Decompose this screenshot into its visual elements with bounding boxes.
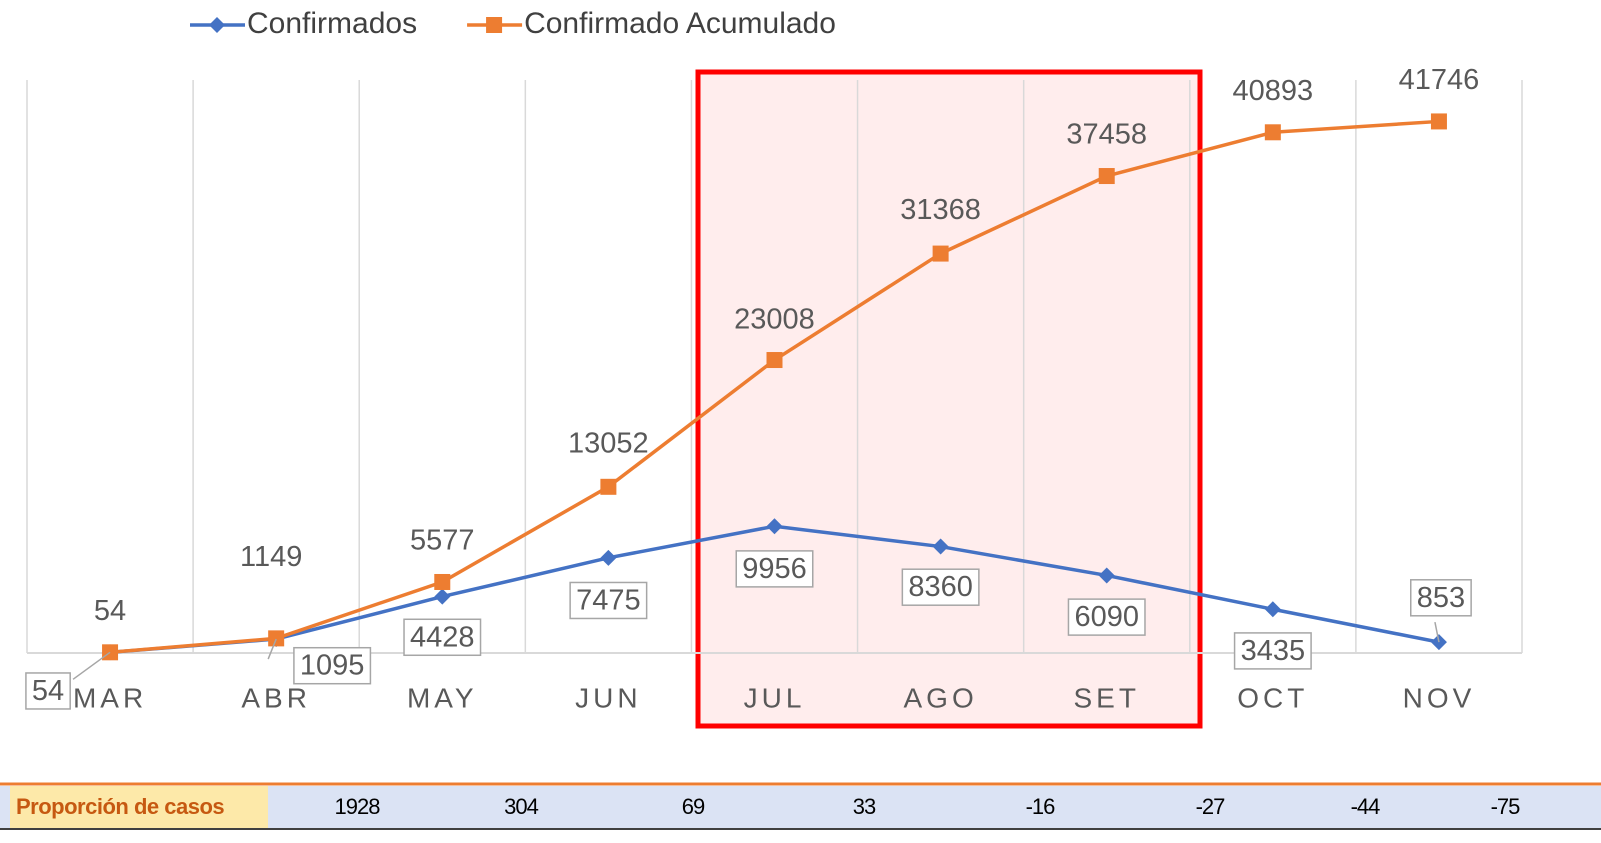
x-tick-label: SET [1073,682,1139,713]
marker [932,538,949,555]
data-label: 37458 [1066,119,1147,151]
x-tick-label: JUN [575,682,641,713]
data-label-box [293,646,372,685]
x-tick-label: ABR [241,682,311,713]
data-label: 9956 [742,553,807,585]
data-label: 41746 [1399,64,1480,96]
data-label: 54 [32,675,64,707]
data-label: 3435 [1241,635,1306,667]
legend-label: Confirmado Acumulado [524,7,836,40]
data-label-box [1233,632,1312,670]
data-label: 23008 [734,304,815,336]
data-label: 7475 [576,584,641,616]
data-label: 1095 [300,650,365,682]
marker [434,573,451,590]
marker [1430,113,1447,130]
data-label: 4428 [410,621,475,653]
data-label: 1149 [240,541,302,573]
data-label-box [569,581,648,620]
leader-line [267,638,277,660]
x-tick-label: NOV [1403,682,1476,713]
marker [766,518,783,535]
marker [1098,168,1115,185]
legend-label: Confirmados [247,7,417,40]
data-label-box [901,568,980,606]
legend-marker [486,17,503,33]
marker [434,588,451,605]
table-cell: 33 [853,794,876,819]
x-tick-label: JUL [744,682,806,713]
data-label: 6090 [1074,601,1139,633]
data-label-box [403,618,482,657]
data-label: 54 [94,595,126,627]
table-cell: 69 [682,794,705,819]
legend-marker [209,17,225,33]
x-tick-label: MAY [407,682,478,713]
data-label: 31368 [900,194,981,226]
table-cell: -16 [1026,794,1056,819]
table-header: Proporción de casos [16,794,224,819]
data-label: 853 [1417,582,1465,614]
marker [766,352,783,369]
x-tick-label: AGO [903,682,977,713]
data-label-box [735,550,814,588]
marker [1264,601,1281,618]
leader-line [72,651,111,680]
marker [1098,567,1115,584]
table-cell: 304 [504,794,538,819]
data-label: 5577 [410,525,475,557]
marker [600,549,617,566]
x-tick-label: OCT [1237,682,1308,713]
table-header-cell [10,786,268,828]
data-label-box [1067,598,1146,636]
table-cell: -75 [1491,794,1521,819]
data-label: 13052 [568,427,649,459]
marker [600,478,617,495]
marker [268,630,285,647]
table-cell: -27 [1196,794,1226,819]
leader-line [1434,621,1440,643]
data-label: 40893 [1233,75,1314,107]
data-label-box [1409,579,1472,617]
data-label: 8360 [908,571,973,603]
table-cell: -44 [1351,794,1381,819]
marker [1264,124,1281,141]
data-label-box [25,672,71,710]
marker [932,245,949,262]
x-tick-label: MAR [73,682,147,713]
table-cell: 1928 [335,794,381,819]
